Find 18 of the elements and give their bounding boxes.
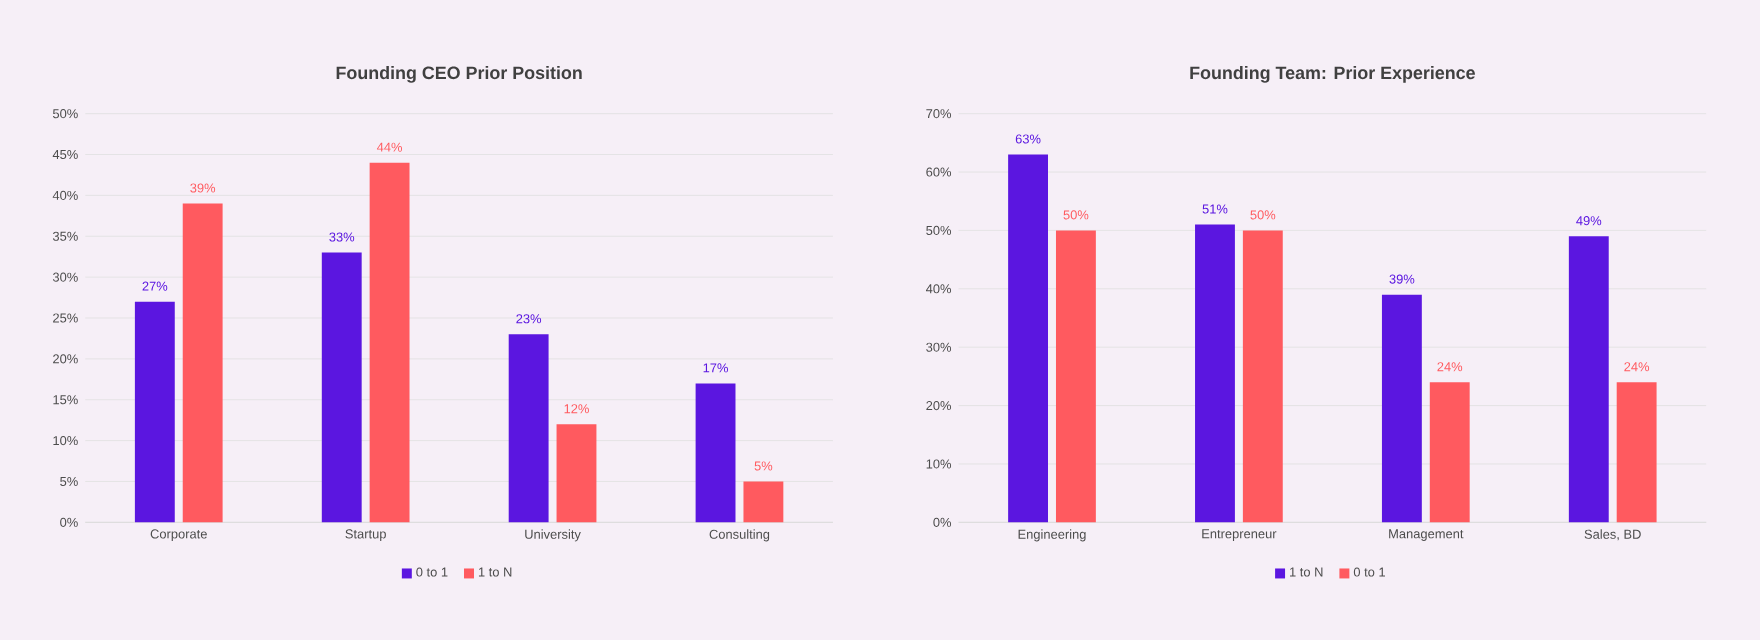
bar: [1568, 236, 1609, 523]
bar: [1195, 224, 1235, 523]
bar: [321, 252, 362, 523]
bar: [556, 424, 597, 523]
bar: [1616, 382, 1657, 523]
bar: [1008, 154, 1048, 523]
bar: [369, 162, 410, 523]
bar: [1429, 382, 1470, 523]
bar: [1381, 294, 1422, 523]
bar: [743, 481, 784, 523]
bar: [695, 383, 736, 523]
chart-title: Founding Team: Prior Experience: [1190, 66, 1475, 83]
bar: [134, 301, 175, 523]
bar: [508, 334, 549, 523]
bar: [1242, 230, 1283, 523]
bar: [1055, 230, 1096, 523]
bar: [182, 203, 223, 523]
chart-title: Founding CEO Prior Position: [336, 66, 582, 83]
